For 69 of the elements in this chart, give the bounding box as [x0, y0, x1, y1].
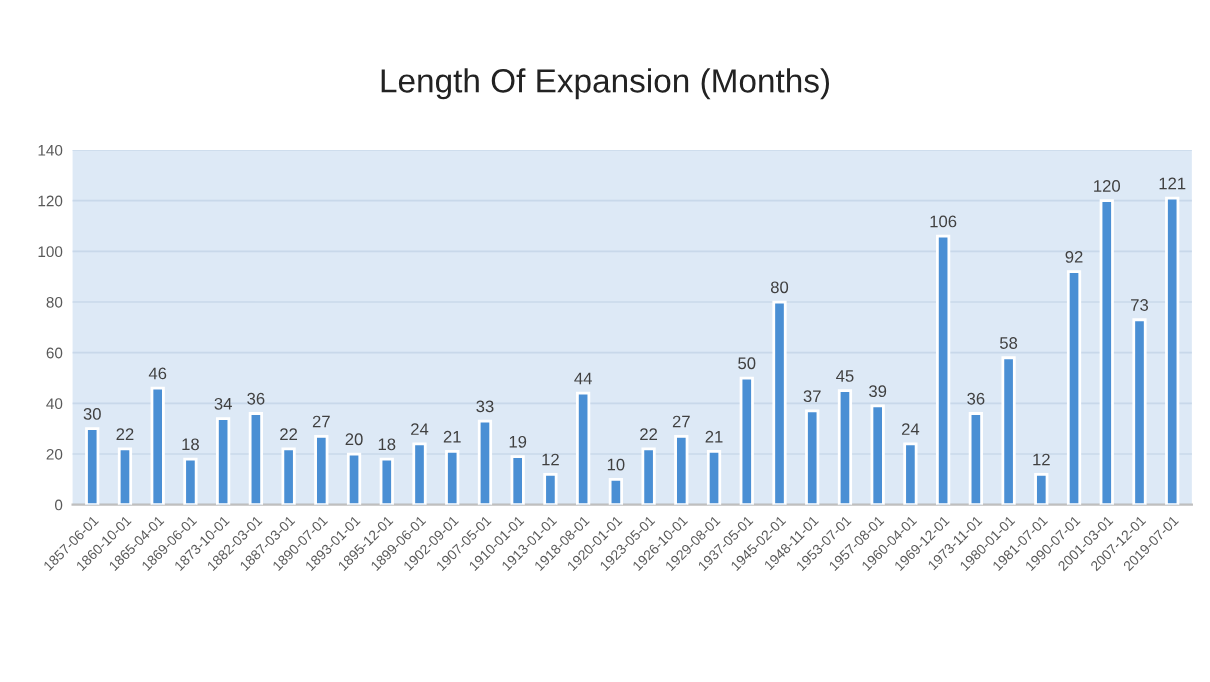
data-label: 22 — [640, 428, 658, 440]
data-label: 34 — [214, 397, 232, 410]
data-label: 120 — [1094, 180, 1121, 192]
data-label: 18 — [378, 438, 396, 451]
data-label: 18 — [182, 438, 199, 451]
data-label: 80 — [770, 281, 789, 294]
bar — [543, 472, 558, 505]
data-label: 24 — [411, 423, 429, 435]
data-label: 21 — [443, 430, 461, 443]
bar — [706, 450, 722, 505]
data-label: 27 — [672, 415, 690, 428]
bar — [85, 427, 100, 505]
bar — [1001, 356, 1016, 505]
bar — [248, 412, 263, 505]
bar — [1099, 199, 1114, 505]
bar — [739, 376, 754, 505]
data-label: 10 — [607, 458, 625, 471]
bar — [150, 386, 165, 505]
data-label: 92 — [1065, 250, 1083, 263]
data-label: 106 — [930, 215, 957, 228]
data-label: 121 — [1159, 177, 1186, 190]
data-label: 37 — [803, 390, 821, 403]
bar — [641, 447, 656, 505]
data-label: 30 — [83, 408, 101, 420]
bar — [1034, 472, 1049, 505]
data-label: 12 — [542, 453, 559, 466]
bar — [1066, 270, 1082, 505]
bar — [936, 234, 951, 505]
bar — [608, 477, 623, 505]
bar — [346, 452, 362, 505]
data-label: 12 — [1033, 453, 1050, 466]
bar — [412, 442, 427, 505]
data-label: 33 — [476, 400, 494, 413]
data-label: 22 — [280, 428, 298, 440]
bar — [117, 447, 133, 505]
data-label: 27 — [312, 415, 330, 428]
data-label: 36 — [967, 392, 985, 405]
data-label: 73 — [1131, 299, 1149, 311]
bar — [968, 412, 983, 505]
data-label: 19 — [509, 435, 527, 448]
data-label: 50 — [738, 357, 756, 370]
data-label: 24 — [901, 423, 920, 435]
bar — [445, 450, 460, 505]
data-label: 20 — [345, 433, 363, 446]
bar — [314, 434, 329, 505]
bar — [510, 455, 525, 505]
bar — [674, 434, 689, 505]
data-label: 45 — [836, 370, 854, 382]
data-label: 36 — [247, 392, 265, 405]
bar — [477, 419, 493, 505]
bar — [837, 389, 853, 505]
bar — [1132, 318, 1147, 505]
data-label: 21 — [705, 430, 723, 443]
data-label: 58 — [999, 337, 1018, 349]
bar — [379, 457, 394, 505]
bar — [1165, 196, 1180, 505]
bar — [903, 442, 918, 505]
chart-title: Length Of Expansion (Months) — [381, 68, 829, 100]
bar — [576, 391, 591, 505]
data-label: 39 — [869, 385, 887, 398]
bar — [805, 409, 820, 505]
bar — [870, 404, 885, 505]
data-label: 44 — [574, 372, 592, 385]
bar — [216, 417, 231, 505]
bar — [281, 447, 296, 505]
data-label: 46 — [148, 367, 167, 380]
bar — [772, 300, 787, 505]
data-label: 22 — [116, 428, 134, 440]
bar — [183, 457, 198, 505]
